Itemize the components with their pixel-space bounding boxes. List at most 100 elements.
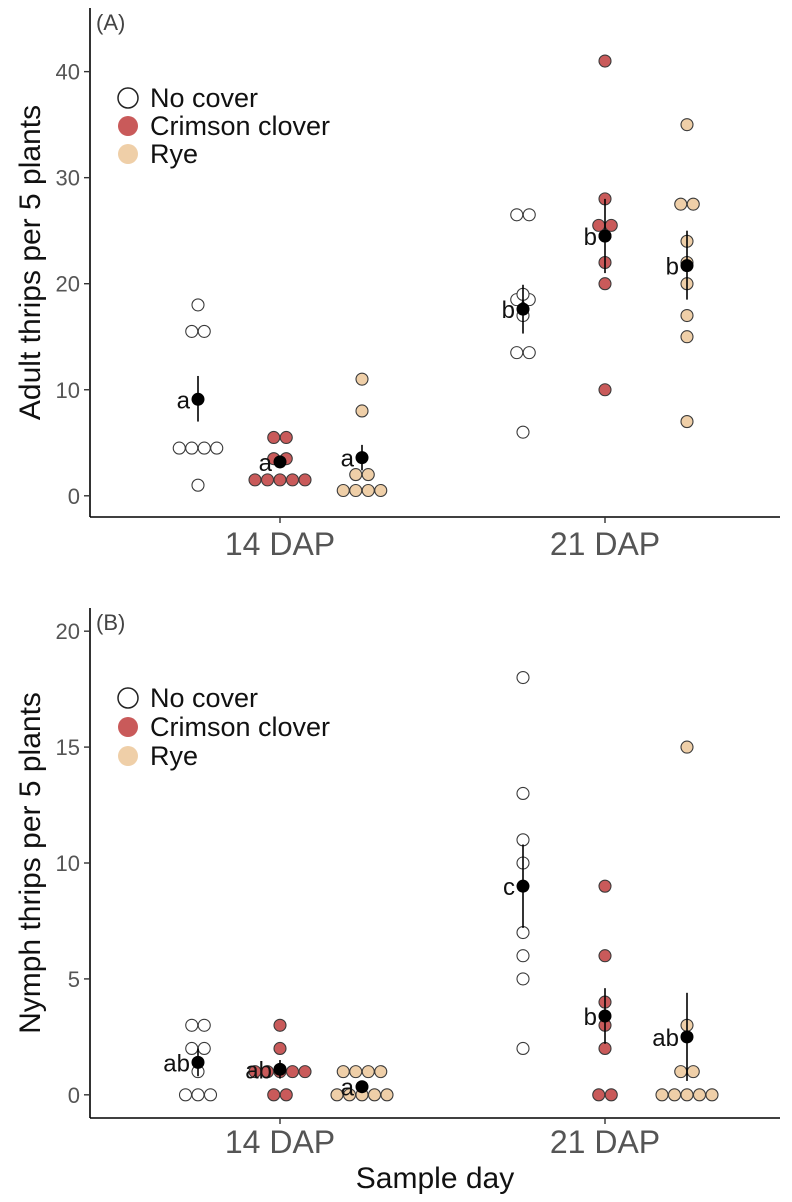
point-rye-14-dap	[361, 468, 375, 482]
point-rye-14-dap	[361, 483, 375, 498]
mean-point-no-cover-14-dap	[191, 1055, 205, 1069]
mean-point-crimson-clover-14-dap	[273, 1062, 287, 1076]
point-crimson-clover-14-dap	[267, 430, 281, 445]
point-crimson-clover-14-dap	[298, 1065, 312, 1079]
panel-a-marks: 0 10 20 30 40 a b a b a b	[56, 8, 780, 523]
point-no-cover-14-dap	[197, 441, 211, 455]
point-crimson-clover-14-dap	[279, 430, 293, 445]
mean-point-crimson-clover-14-dap	[273, 455, 287, 469]
significance-letter-no-cover-21-dap: c	[503, 874, 515, 901]
legend-label-no-cover: No cover	[150, 683, 258, 713]
mean-point-no-cover-21-dap	[516, 879, 530, 893]
legend-swatch-no-cover	[117, 687, 139, 709]
point-no-cover-21-dap	[522, 346, 536, 360]
point-rye-21-dap	[680, 1088, 694, 1102]
point-rye-21-dap	[686, 197, 700, 211]
y-tick-label: 40	[56, 60, 80, 85]
point-crimson-clover-21-dap	[598, 277, 612, 291]
point-rye-14-dap	[361, 1065, 375, 1079]
panel-a-y-axis-title: Adult thrips per 5 plants	[14, 105, 47, 420]
y-tick-label: 10	[56, 378, 80, 403]
legend-label-rye: Rye	[150, 741, 198, 771]
panel-b-x-axis-title: Sample day	[356, 1162, 514, 1195]
panel-b: (B) Nymph thrips per 5 plants 14 DAP 21 …	[14, 608, 780, 1195]
point-rye-21-dap	[655, 1088, 669, 1102]
point-crimson-clover-21-dap	[598, 879, 612, 893]
mean-point-crimson-clover-21-dap	[598, 229, 612, 243]
panel-a-category-label-21-dap: 21 DAP	[550, 526, 660, 562]
point-rye-14-dap	[374, 1065, 388, 1079]
significance-letter-no-cover-21-dap: b	[502, 297, 515, 324]
point-rye-21-dap	[680, 740, 694, 754]
point-crimson-clover-21-dap	[598, 949, 612, 963]
significance-letter-crimson-clover-21-dap: b	[584, 1004, 597, 1031]
y-tick-label: 30	[56, 166, 80, 191]
point-rye-21-dap	[674, 1065, 688, 1079]
y-tick-label: 0	[68, 484, 80, 509]
panel-a-label: (A)	[96, 10, 125, 35]
significance-letter-crimson-clover-21-dap: b	[584, 224, 597, 251]
point-crimson-clover-21-dap	[592, 1088, 606, 1102]
legend-swatch-rye	[118, 144, 138, 164]
point-rye-21-dap	[686, 1065, 700, 1079]
point-no-cover-14-dap	[191, 1088, 205, 1102]
point-rye-14-dap	[367, 1088, 382, 1102]
y-tick-label: 0	[68, 1083, 80, 1108]
panel-a: (A) Adult thrips per 5 plants 14 DAP 21 …	[14, 8, 780, 562]
significance-letter-crimson-clover-14-dap: a	[259, 450, 273, 477]
panel-a-category-label-14-dap: 14 DAP	[225, 526, 335, 562]
panel-b-label: (B)	[96, 610, 125, 635]
significance-letter-rye-14-dap: a	[341, 446, 355, 473]
mean-point-no-cover-14-dap	[191, 392, 205, 406]
y-tick-label: 20	[56, 619, 80, 644]
point-rye-21-dap	[667, 1088, 682, 1102]
mean-point-rye-21-dap	[680, 1030, 694, 1044]
legend-label-rye: Rye	[150, 139, 198, 169]
legend-label-crimson-clover: Crimson clover	[150, 111, 330, 141]
point-rye-21-dap	[680, 118, 694, 132]
point-no-cover-14-dap	[197, 1041, 211, 1056]
point-crimson-clover-21-dap	[598, 1041, 612, 1056]
point-rye-14-dap	[336, 483, 350, 498]
point-crimson-clover-21-dap	[598, 383, 612, 397]
point-rye-14-dap	[355, 404, 369, 418]
point-rye-21-dap	[680, 308, 694, 323]
point-no-cover-21-dap	[516, 1041, 530, 1056]
point-crimson-clover-14-dap	[273, 1041, 287, 1056]
mean-point-rye-21-dap	[680, 259, 694, 273]
significance-letter-no-cover-14-dap: a	[177, 387, 191, 414]
point-crimson-clover-21-dap	[598, 54, 612, 68]
significance-letter-no-cover-14-dap: ab	[163, 1050, 190, 1077]
point-crimson-clover-14-dap	[273, 1018, 287, 1032]
y-tick-label: 20	[56, 272, 80, 297]
point-rye-21-dap	[680, 330, 694, 344]
point-no-cover-14-dap	[197, 1018, 211, 1032]
mean-point-no-cover-21-dap	[516, 302, 530, 316]
legend-label-no-cover: No cover	[150, 83, 258, 113]
point-crimson-clover-14-dap	[279, 1088, 293, 1102]
panel-b-category-label-21-dap: 21 DAP	[550, 1124, 660, 1160]
y-tick-label: 5	[68, 967, 80, 992]
point-crimson-clover-21-dap	[604, 218, 618, 232]
significance-letter-rye-21-dap: ab	[652, 1025, 679, 1052]
point-crimson-clover-14-dap	[285, 473, 300, 487]
panel-b-category-label-14-dap: 14 DAP	[225, 1124, 335, 1160]
legend-swatch-no-cover	[117, 87, 139, 109]
mean-point-rye-14-dap	[355, 451, 369, 465]
point-crimson-clover-14-dap	[273, 473, 287, 487]
point-no-cover-21-dap	[516, 670, 530, 685]
point-no-cover-21-dap	[510, 346, 524, 360]
point-rye-14-dap	[374, 483, 388, 498]
panel-a-legend: No cover Crimson clover Rye	[117, 83, 330, 169]
point-rye-21-dap	[680, 415, 694, 429]
point-no-cover-14-dap	[203, 1088, 218, 1102]
point-no-cover-14-dap	[185, 1018, 199, 1032]
mean-point-rye-14-dap	[355, 1080, 369, 1094]
legend-swatch-crimson-clover	[118, 717, 138, 737]
legend-swatch-crimson-clover	[118, 116, 138, 136]
point-no-cover-14-dap	[178, 1088, 193, 1102]
point-no-cover-21-dap	[522, 208, 536, 222]
legend-label-crimson-clover: Crimson clover	[150, 712, 330, 742]
